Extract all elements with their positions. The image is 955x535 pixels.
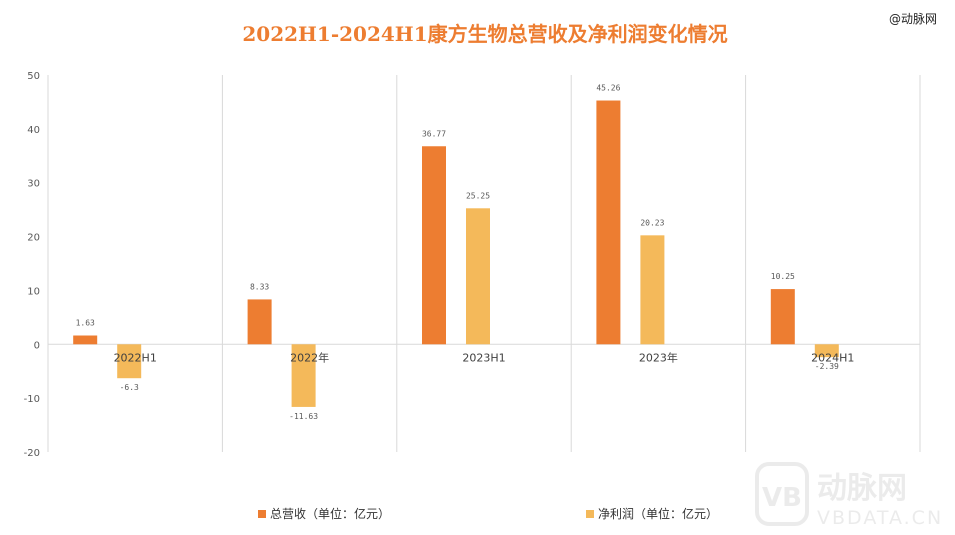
y-tick-label: 10 — [27, 286, 40, 297]
y-tick-label: 0 — [34, 340, 40, 351]
y-tick-label: 50 — [27, 71, 40, 82]
vbdata-watermark-logo: VB 动脉网 VBDATA.CN — [755, 462, 943, 529]
x-category-label: 2022H1 — [114, 351, 157, 364]
data-label: 45.26 — [596, 84, 620, 93]
bar-net-profit — [291, 344, 316, 407]
y-tick-label: 20 — [27, 233, 40, 244]
bar-revenue — [596, 100, 621, 345]
bar-revenue — [422, 146, 446, 345]
bar-revenue — [247, 299, 272, 345]
data-label: 10.25 — [771, 272, 795, 281]
legend-item-revenue: 总营收（单位：亿元） — [258, 505, 390, 522]
x-category-label: 2022年 — [290, 350, 329, 364]
data-label: -2.39 — [815, 362, 839, 371]
bar-net-profit — [814, 344, 839, 358]
bar-net-profit — [117, 344, 142, 379]
x-category-label: 2024H1 — [811, 351, 854, 364]
data-label: 25.25 — [466, 191, 490, 200]
data-label: 36.77 — [422, 129, 446, 138]
data-label: 20.23 — [640, 218, 664, 227]
data-label: -6.3 — [120, 383, 139, 392]
bar-revenue — [770, 289, 795, 345]
legend-label-net-profit: 净利润（单位：亿元） — [598, 507, 719, 521]
bar-net-profit — [640, 235, 665, 345]
bar-net-profit — [466, 208, 490, 345]
watermark-vb-letters: VB — [762, 483, 802, 513]
y-tick-label: -10 — [24, 394, 40, 405]
x-category-label: 2023H1 — [462, 351, 505, 364]
y-tick-label: 30 — [27, 179, 40, 190]
legend-item-net-profit: 净利润（单位：亿元） — [586, 505, 718, 522]
data-label: 1.63 — [76, 319, 95, 328]
x-category-label: 2023年 — [639, 350, 678, 364]
data-label: 8.33 — [250, 282, 269, 291]
watermark-vb-mark — [755, 462, 809, 526]
bar-revenue — [73, 335, 98, 345]
legend-swatch-net-profit — [586, 509, 594, 518]
chart-title: 2022H1-2024H1康方生物总营收及净利润变化情况 — [242, 22, 728, 46]
watermark-brand: 动脉网 — [817, 471, 907, 506]
watermark-site: VBDATA.CN — [817, 507, 943, 529]
legend-label-revenue: 总营收（单位：亿元） — [270, 507, 391, 521]
data-label: -11.63 — [289, 412, 318, 421]
y-tick-label: 40 — [27, 125, 40, 136]
legend-swatch-revenue — [258, 509, 266, 518]
y-tick-label: -20 — [24, 448, 40, 459]
source-label: @动脉网 — [888, 12, 937, 26]
